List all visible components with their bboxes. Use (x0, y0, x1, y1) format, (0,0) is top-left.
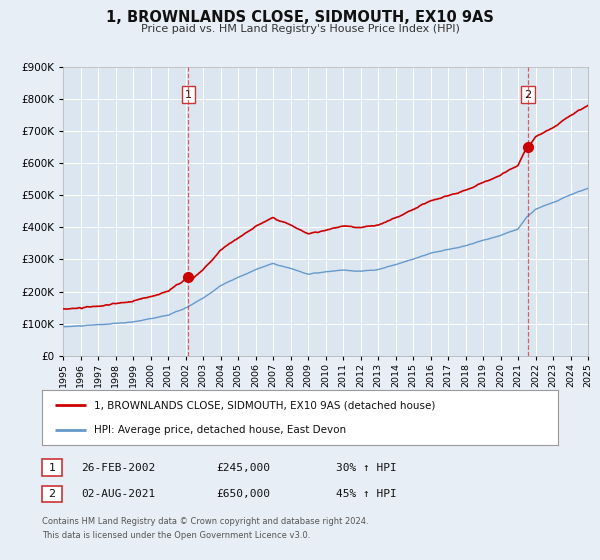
Text: 1: 1 (185, 90, 191, 100)
Text: 1, BROWNLANDS CLOSE, SIDMOUTH, EX10 9AS: 1, BROWNLANDS CLOSE, SIDMOUTH, EX10 9AS (106, 10, 494, 25)
Text: 26-FEB-2002: 26-FEB-2002 (81, 463, 155, 473)
Text: 02-AUG-2021: 02-AUG-2021 (81, 489, 155, 499)
Text: HPI: Average price, detached house, East Devon: HPI: Average price, detached house, East… (94, 426, 346, 435)
Text: This data is licensed under the Open Government Licence v3.0.: This data is licensed under the Open Gov… (42, 531, 310, 540)
Text: 30% ↑ HPI: 30% ↑ HPI (336, 463, 397, 473)
Text: Contains HM Land Registry data © Crown copyright and database right 2024.: Contains HM Land Registry data © Crown c… (42, 517, 368, 526)
Text: 45% ↑ HPI: 45% ↑ HPI (336, 489, 397, 499)
Text: 1, BROWNLANDS CLOSE, SIDMOUTH, EX10 9AS (detached house): 1, BROWNLANDS CLOSE, SIDMOUTH, EX10 9AS … (94, 400, 435, 410)
Text: 1: 1 (49, 463, 55, 473)
Text: Price paid vs. HM Land Registry's House Price Index (HPI): Price paid vs. HM Land Registry's House … (140, 24, 460, 34)
Text: £245,000: £245,000 (216, 463, 270, 473)
Text: 2: 2 (524, 90, 532, 100)
Text: £650,000: £650,000 (216, 489, 270, 499)
Text: 2: 2 (49, 489, 55, 499)
